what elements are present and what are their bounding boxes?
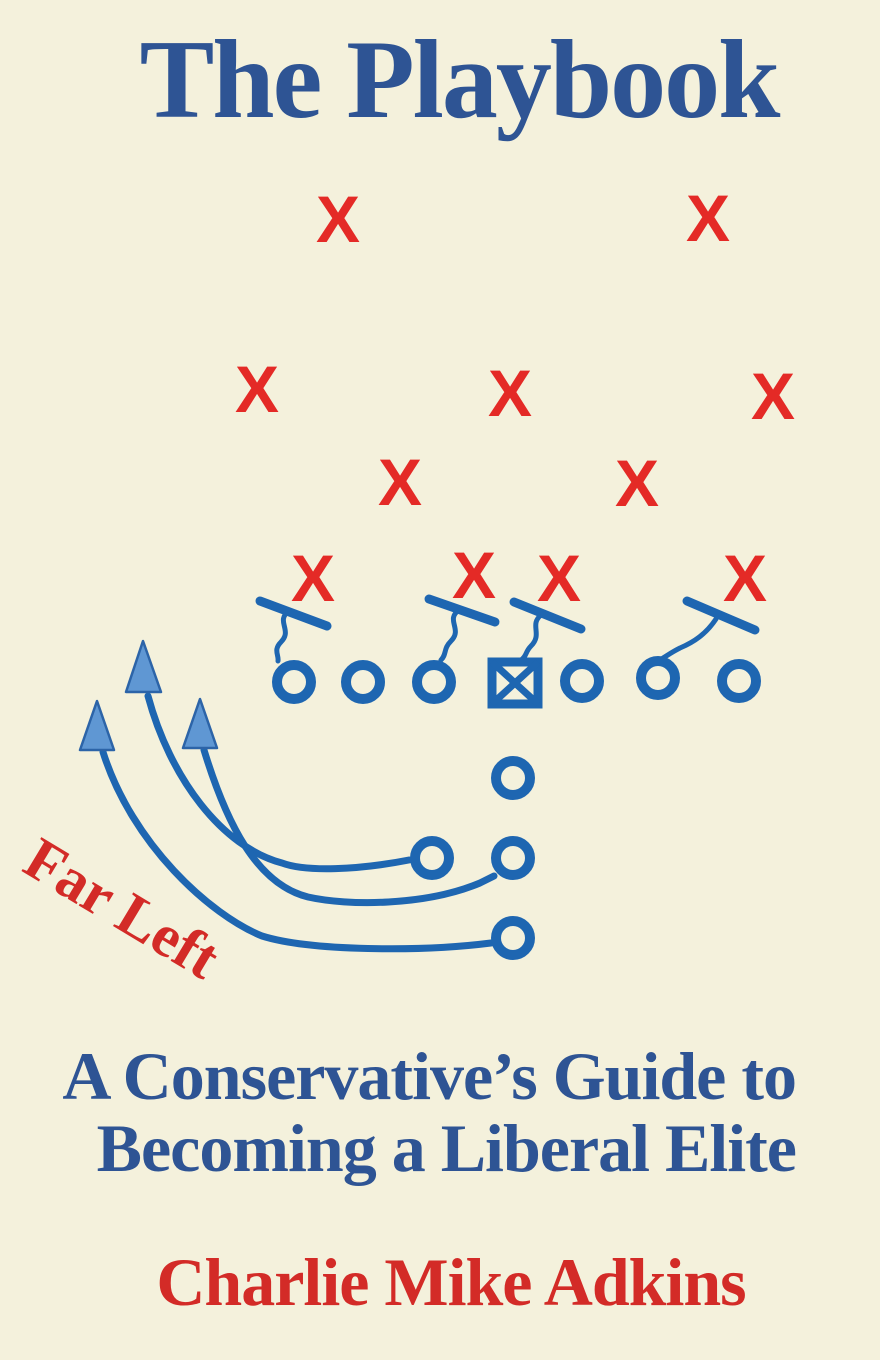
book-subtitle: A Conservative’s Guide to Becoming a Lib…: [0, 1038, 797, 1186]
defender-x-mark: X: [723, 541, 767, 615]
offense-lineman-circle: [341, 660, 385, 704]
backfield-player-circle: [410, 836, 454, 880]
defender-x-mark: X: [615, 446, 659, 520]
offense-lineman-circle: [717, 659, 761, 703]
center-box-x-icon: [489, 659, 541, 707]
route-arrowhead-icon: [124, 639, 163, 694]
assignment-squiggle-line: [660, 616, 719, 661]
defender-x-mark: X: [291, 541, 335, 615]
center-box: [487, 657, 543, 709]
defender-x-mark: X: [751, 359, 795, 433]
assignment-squiggle-line: [438, 607, 462, 663]
assignment-squiggle-line: [518, 612, 544, 663]
subtitle-line-1: A Conservative’s Guide to: [62, 1038, 797, 1114]
book-title: The Playbook: [139, 18, 781, 142]
defender-x-mark: X: [316, 182, 360, 256]
block-slash-line: [424, 594, 500, 627]
block-slash-line: [255, 596, 332, 631]
block-slash-line: [682, 596, 760, 635]
backfield-player-circle: [491, 916, 535, 960]
offense-lineman-circle: [560, 659, 604, 703]
backfield-player-circle: [491, 756, 535, 800]
defender-x-mark: X: [452, 538, 496, 612]
defender-x-mark: X: [488, 356, 532, 430]
offense-lineman-circle: [412, 660, 456, 704]
route-arrowhead-icon: [181, 697, 219, 750]
offense-lineman-circle: [636, 656, 680, 700]
defender-x-mark: X: [686, 181, 730, 255]
author-name: Charlie Mike Adkins: [156, 1244, 746, 1320]
block-slash-line: [509, 597, 586, 634]
offense-lineman-circle: [272, 660, 316, 704]
run-route-line: [200, 746, 498, 907]
route-arrowhead-icon: [78, 699, 116, 752]
run-route-line: [144, 692, 413, 873]
subtitle-line-2: Becoming a Liberal Elite: [96, 1110, 797, 1186]
defender-x-mark: X: [235, 352, 279, 426]
assignment-squiggle-line: [274, 608, 292, 664]
run-route-line: [99, 748, 495, 953]
defender-x-mark: X: [537, 541, 581, 615]
defender-x-mark: X: [378, 445, 422, 519]
backfield-player-circle: [491, 836, 535, 880]
